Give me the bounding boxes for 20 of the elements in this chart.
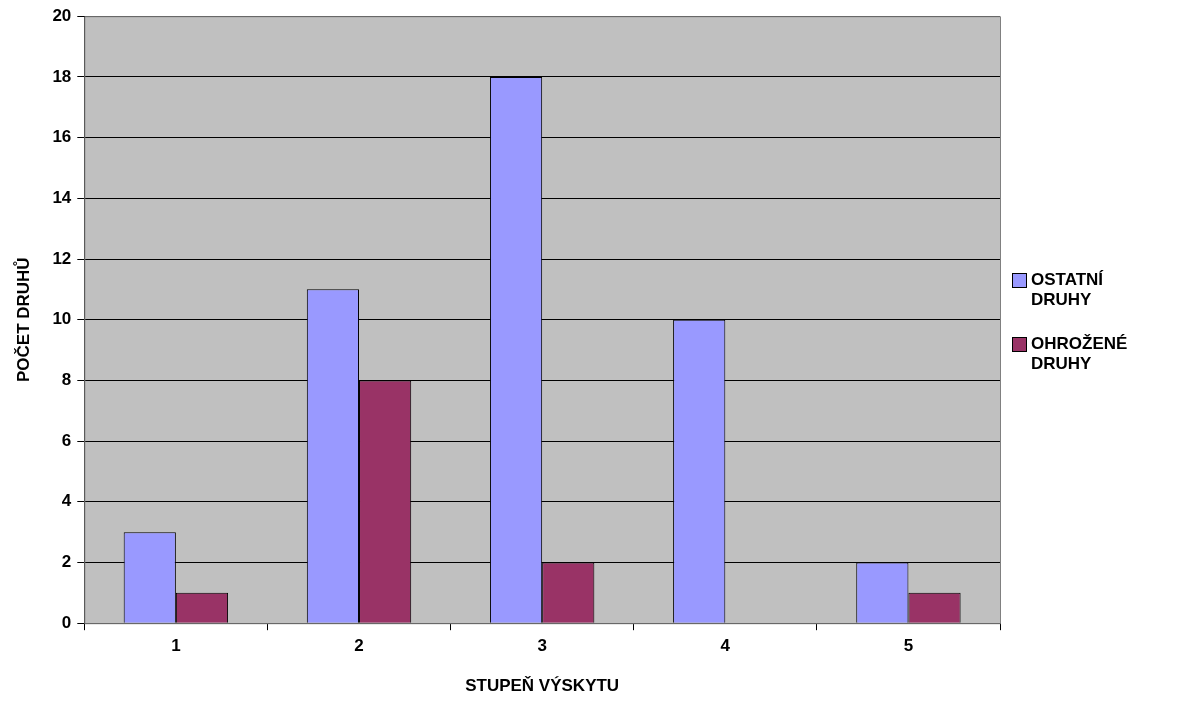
x-tick-label: 1 bbox=[171, 636, 181, 656]
y-tick-label: 18 bbox=[52, 66, 72, 86]
y-tick-label: 4 bbox=[61, 491, 72, 511]
legend-label: OSTATNÍ DRUHY bbox=[1031, 270, 1105, 310]
y-axis-title: POČET DRUHŮ bbox=[12, 257, 33, 383]
y-tick-label: 16 bbox=[52, 127, 72, 147]
x-tick-label: 5 bbox=[903, 636, 914, 656]
y-tick-label: 0 bbox=[61, 612, 72, 632]
y-tick-label: 6 bbox=[61, 430, 72, 450]
legend-label: OHROŽENÉ DRUHY bbox=[1031, 334, 1129, 374]
x-axis-title: STUPEŇ VÝSKYTU bbox=[465, 676, 620, 696]
y-tick-label: 8 bbox=[61, 370, 72, 390]
x-tick-label: 2 bbox=[354, 636, 364, 656]
y-tick-label: 2 bbox=[61, 552, 72, 572]
y-tick-label: 12 bbox=[52, 248, 72, 268]
y-tick-label: 10 bbox=[52, 309, 72, 329]
y-tick-label: 20 bbox=[52, 5, 72, 25]
x-tick-label: 4 bbox=[720, 636, 731, 656]
y-tick-label: 14 bbox=[52, 187, 72, 207]
x-tick-label: 3 bbox=[537, 636, 547, 656]
